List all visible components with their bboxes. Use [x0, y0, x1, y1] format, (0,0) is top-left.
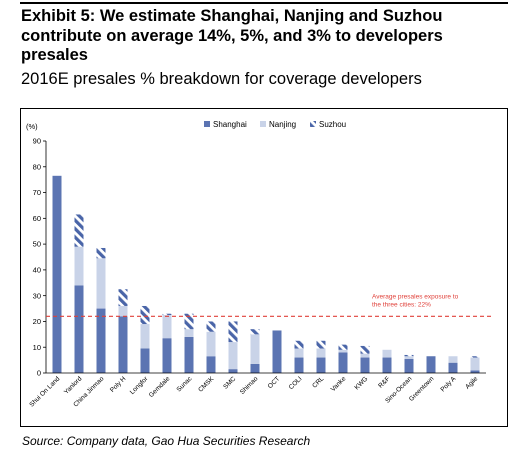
bar-segment-shanghai — [272, 330, 282, 373]
bar-segment-suzhou — [228, 321, 238, 343]
y-tick-label: 60 — [33, 214, 41, 223]
y-axis-unit-label: (%) — [26, 122, 38, 131]
bar-segment-suzhou — [250, 329, 260, 335]
y-tick-label: 50 — [33, 240, 41, 249]
chart-subtitle: 2016E presales % breakdown for coverage … — [21, 70, 422, 88]
bar-segment-nanjing — [228, 342, 238, 370]
bar-segment-nanjing — [96, 258, 106, 309]
bar-segment-nanjing — [206, 331, 216, 357]
legend-label: Suzhou — [319, 120, 346, 129]
bar-segment-shanghai — [74, 285, 84, 373]
y-tick-label: 90 — [33, 137, 41, 146]
bar-segment-suzhou — [74, 214, 84, 247]
chart-frame — [20, 108, 508, 427]
bar-segment-shanghai — [338, 352, 348, 373]
bar-segment-shanghai — [360, 357, 370, 373]
bar-segment-suzhou — [338, 344, 348, 350]
bar-segment-shanghai — [382, 357, 392, 373]
bar-segment-nanjing — [250, 334, 260, 364]
bar-segment-shanghai — [470, 370, 480, 373]
bar-segment-shanghai — [206, 356, 216, 373]
y-tick-label: 40 — [33, 265, 41, 274]
bar-segment-shanghai — [52, 175, 62, 373]
bar-segment-nanjing — [404, 356, 414, 359]
bar-segment-suzhou — [184, 313, 194, 330]
page-title: Exhibit 5: We estimate Shanghai, Nanjing… — [21, 7, 443, 64]
y-tick-label: 70 — [33, 188, 41, 197]
bar-segment-shanghai — [316, 357, 326, 373]
bar-segment-nanjing — [382, 349, 392, 358]
bar-segment-nanjing — [118, 305, 128, 317]
bar-segment-nanjing — [360, 353, 370, 358]
chart-legend: Shanghai Nanjing Suzhou — [204, 120, 346, 129]
x-tick-label: Poly A — [439, 375, 457, 393]
bar-segment-suzhou — [294, 340, 304, 349]
bar-segment-suzhou — [360, 345, 370, 354]
x-tick-label: Vanke — [330, 375, 348, 393]
reference-line-group: Average presales exposure to the three ci… — [46, 293, 494, 317]
x-tick-label: COLI — [288, 375, 304, 391]
x-tick-label: KWG — [353, 375, 369, 391]
bar-segment-nanjing — [184, 329, 194, 337]
bar-segment-shanghai — [404, 358, 414, 373]
reference-line-label: Average presales exposure to the three ci… — [372, 293, 459, 308]
legend-swatch — [204, 121, 210, 127]
legend-label: Shanghai — [213, 120, 247, 129]
bar-segment-nanjing — [470, 357, 480, 371]
bar-segment-nanjing — [74, 246, 84, 286]
bar-segment-shanghai — [184, 336, 194, 373]
x-tick-label: SMC — [222, 375, 237, 390]
x-tick-label: OCT — [267, 375, 282, 390]
x-tick-label: Yanlord — [63, 375, 84, 396]
bar-segment-suzhou — [206, 321, 216, 332]
x-tick-label: Shimao — [239, 375, 260, 396]
x-tick-label: Shui On Land — [28, 375, 61, 408]
bar-segment-shanghai — [294, 357, 304, 373]
source-note: Source: Company data, Gao Hua Securities… — [22, 434, 311, 448]
bar-segment-nanjing — [140, 324, 150, 349]
x-tick-label: Agile — [464, 375, 479, 390]
bar-segment-suzhou — [140, 305, 150, 325]
x-tick-label: Sunac — [175, 375, 194, 394]
y-tick-label: 80 — [33, 162, 41, 171]
bar-segment-nanjing — [316, 348, 326, 358]
legend-swatch — [310, 121, 316, 127]
stacked-bar-chart: Shanghai Nanjing Suzhou (%) 0 10 20 30 40 50 60 7… — [26, 120, 494, 409]
bar-segment-shanghai — [96, 308, 106, 373]
bar-segment-shanghai — [162, 338, 172, 373]
x-tick-label: Poly H — [109, 375, 128, 394]
bar-segment-suzhou — [118, 289, 128, 306]
bar-segment-suzhou — [316, 340, 326, 349]
bar-segment-nanjing — [448, 356, 458, 363]
bar-segment-shanghai — [228, 369, 238, 373]
bars-group — [52, 175, 480, 373]
bar-segment-suzhou — [96, 247, 106, 259]
bar-segment-shanghai — [118, 316, 128, 373]
legend-label: Nanjing — [269, 120, 296, 129]
x-tick-label: CMSK — [197, 375, 216, 394]
y-tick-label: 10 — [33, 343, 41, 352]
bar-segment-shanghai — [426, 356, 436, 373]
legend-swatch — [260, 121, 266, 127]
bar-segment-shanghai — [448, 362, 458, 373]
bar-segment-suzhou — [404, 354, 414, 357]
y-tick-label: 0 — [37, 369, 41, 378]
bar-segment-suzhou — [470, 356, 480, 358]
x-tick-label: Gemdale — [148, 375, 172, 399]
x-tick-label: Longfor — [129, 375, 150, 396]
bar-segment-nanjing — [162, 315, 172, 339]
bar-segment-nanjing — [338, 349, 348, 353]
y-tick-label: 20 — [33, 317, 41, 326]
x-tick-label: R&F — [377, 375, 391, 389]
y-axis: 0 10 20 30 40 50 60 70 80 90 — [33, 137, 47, 378]
bar-segment-nanjing — [294, 348, 304, 358]
bar-segment-suzhou — [162, 313, 172, 315]
top-rule — [20, 2, 508, 4]
y-tick-label: 30 — [33, 291, 41, 300]
x-tick-label: CRL — [311, 375, 325, 389]
bar-segment-shanghai — [140, 348, 150, 373]
bar-segment-shanghai — [250, 363, 260, 373]
